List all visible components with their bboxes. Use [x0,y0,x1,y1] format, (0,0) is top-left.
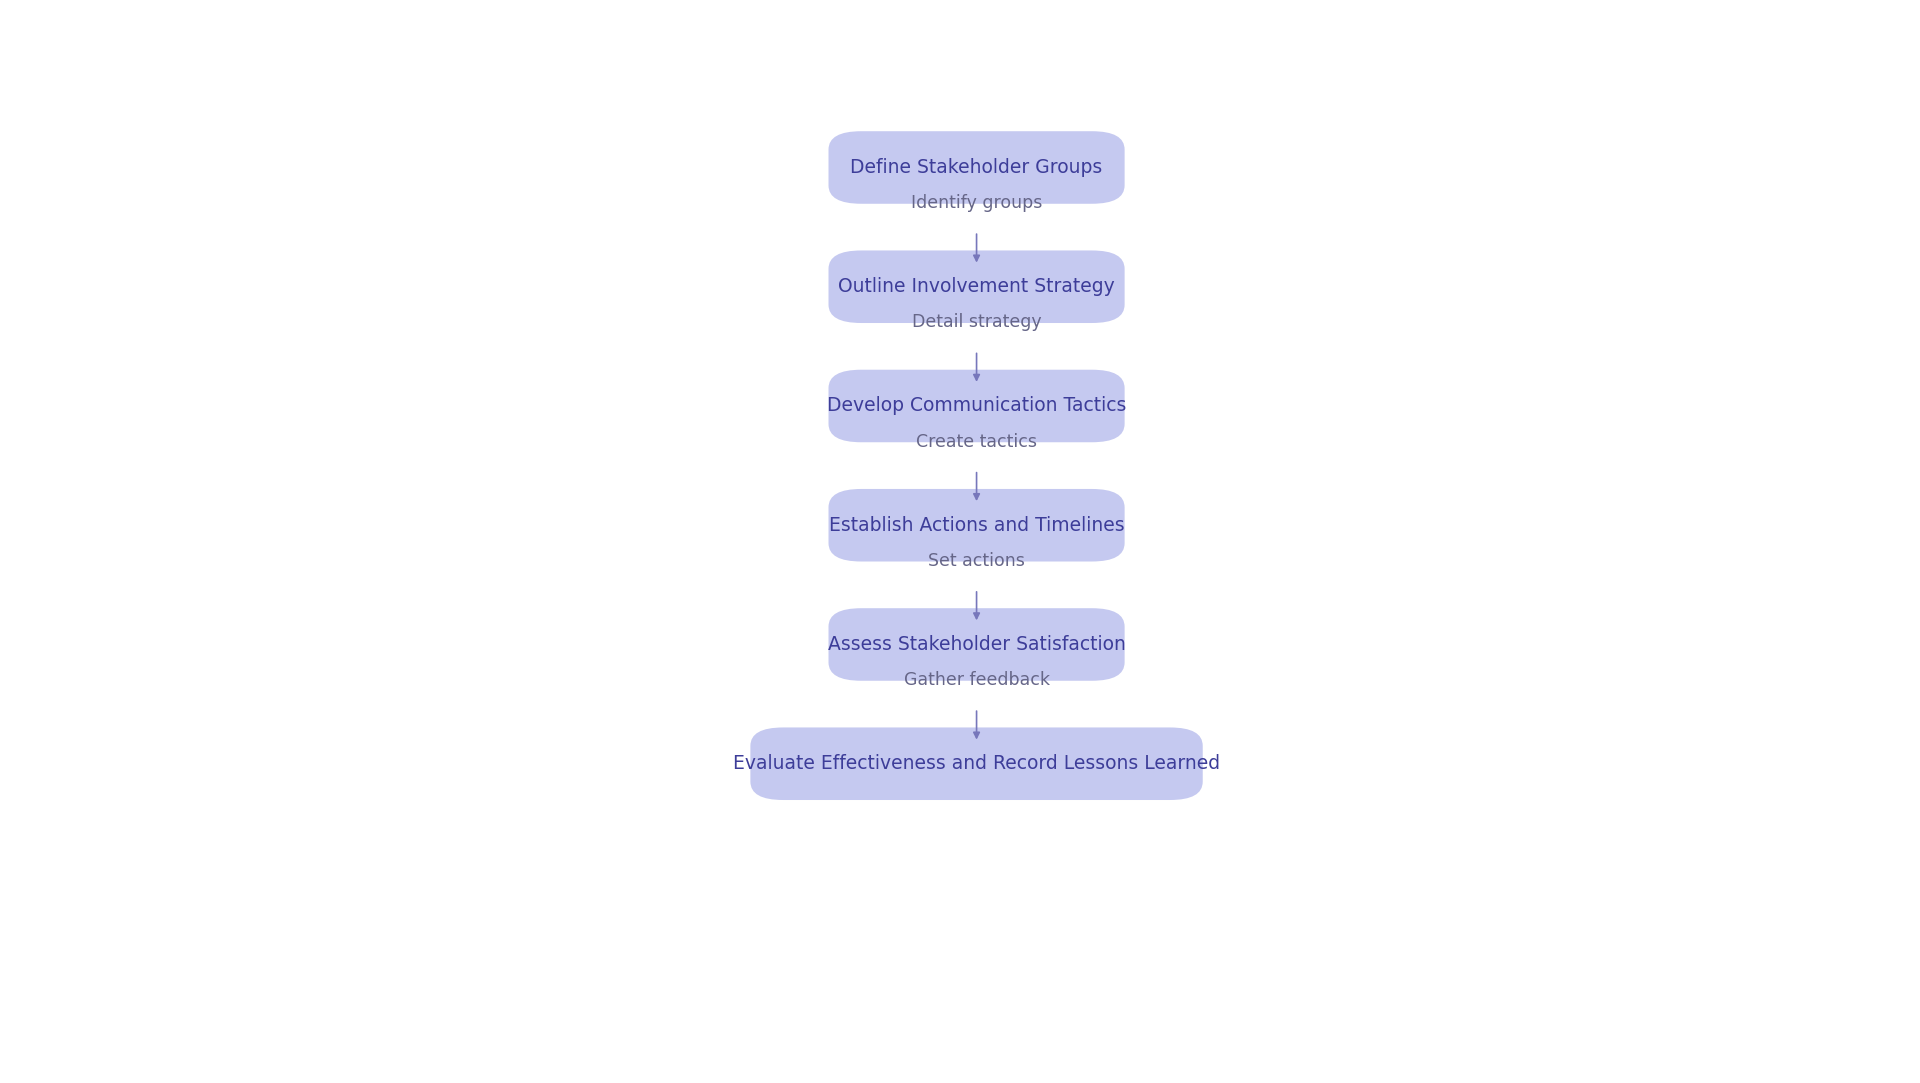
FancyBboxPatch shape [829,131,1125,204]
FancyBboxPatch shape [829,488,1125,561]
Text: Evaluate Effectiveness and Record Lessons Learned: Evaluate Effectiveness and Record Lesson… [733,754,1219,773]
Text: Define Stakeholder Groups: Define Stakeholder Groups [851,158,1102,177]
FancyBboxPatch shape [829,609,1125,681]
Text: Identify groups: Identify groups [910,194,1043,212]
FancyBboxPatch shape [751,728,1202,800]
FancyBboxPatch shape [829,250,1125,323]
Text: Set actions: Set actions [927,552,1025,570]
Text: Create tactics: Create tactics [916,432,1037,451]
Text: Gather feedback: Gather feedback [904,671,1050,689]
Text: Develop Communication Tactics: Develop Communication Tactics [828,396,1127,416]
Text: Detail strategy: Detail strategy [912,313,1041,331]
Text: Outline Involvement Strategy: Outline Involvement Strategy [839,277,1116,297]
Text: Establish Actions and Timelines: Establish Actions and Timelines [829,516,1125,535]
Text: Assess Stakeholder Satisfaction: Assess Stakeholder Satisfaction [828,635,1125,654]
FancyBboxPatch shape [829,369,1125,442]
